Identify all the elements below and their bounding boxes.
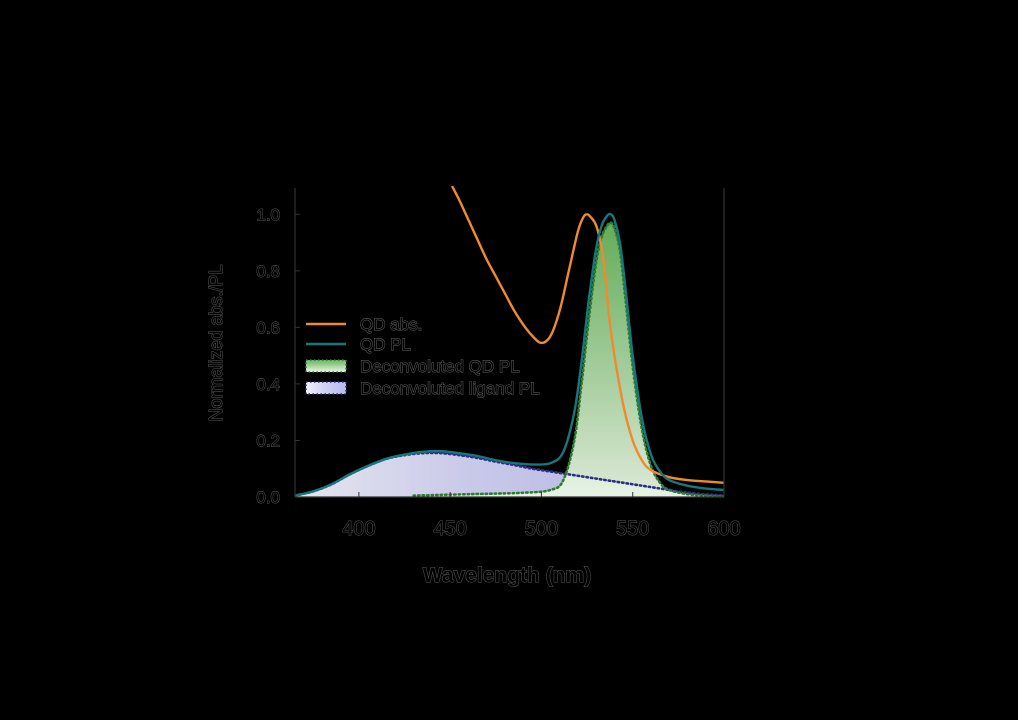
series-fills bbox=[295, 222, 724, 497]
legend-item-qd-pl: QD PL bbox=[306, 335, 411, 354]
y-tick-label: 0.4 bbox=[256, 375, 280, 394]
series-line-qd-abs bbox=[450, 186, 724, 485]
series-line-deconvoluted-qd-pl bbox=[412, 221, 724, 498]
legend-item-deconvoluted-qd-pl: Deconvoluted QD PL bbox=[305, 357, 520, 376]
axes bbox=[294, 188, 725, 498]
y-tick-label: 0.0 bbox=[256, 488, 280, 507]
legend-item-deconvoluted-ligand-pl: Deconvoluted ligand PL bbox=[305, 379, 540, 398]
y-tick-label: 1.0 bbox=[256, 205, 280, 224]
legend-label: QD PL bbox=[360, 335, 411, 354]
plot-area bbox=[295, 186, 724, 498]
legend-label: Deconvoluted QD PL bbox=[360, 357, 520, 376]
tick-labels: 0.0 0.2 0.4 0.6 0.8 1.0 400 450 500 550 600 bbox=[256, 205, 741, 541]
x-tick-label: 400 bbox=[342, 518, 375, 540]
legend-swatch bbox=[305, 381, 347, 395]
legend-label: QD abs. bbox=[360, 315, 422, 334]
x-tick-label: 550 bbox=[616, 518, 649, 540]
legend-label: Deconvoluted ligand PL bbox=[360, 379, 540, 398]
x-tick-label: 600 bbox=[707, 518, 740, 540]
y-axis-title: Normalized abs./PL bbox=[206, 264, 226, 421]
legend-item-qd-abs: QD abs. bbox=[306, 315, 423, 334]
x-axis-title: Wavelength (nm) bbox=[423, 564, 591, 587]
legend: QD abs.QD PL Deconvoluted QD PL Deconvolut… bbox=[305, 315, 540, 398]
legend-swatch bbox=[305, 359, 347, 373]
y-tick-label: 0.8 bbox=[256, 262, 280, 281]
series-lines bbox=[295, 186, 724, 498]
y-tick-label: 0.2 bbox=[256, 431, 280, 450]
y-tick-label: 0.6 bbox=[256, 318, 280, 337]
series-line-qd-pl bbox=[295, 212, 724, 497]
x-tick-label: 450 bbox=[433, 518, 466, 540]
x-tick-label: 500 bbox=[525, 518, 558, 540]
